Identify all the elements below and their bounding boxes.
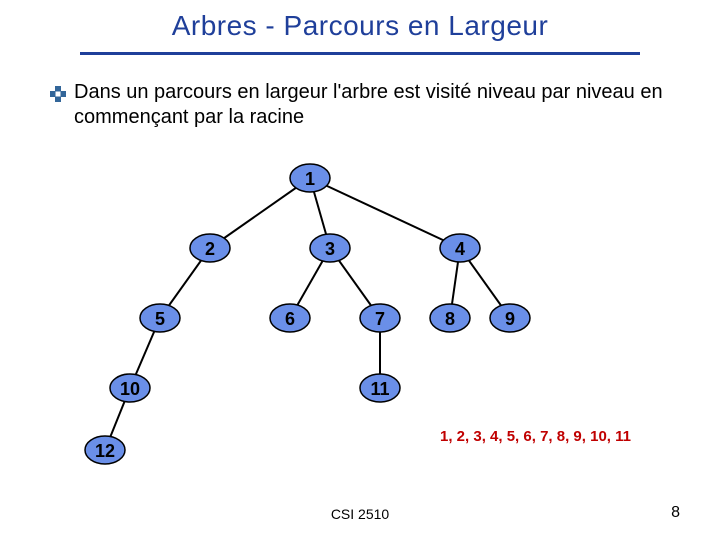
bullet-icon — [50, 86, 66, 102]
traversal-sequence: 1, 2, 3, 4, 5, 6, 7, 8, 9, 10, 11 — [440, 428, 631, 445]
bullet-row: Dans un parcours en largeur l'arbre est … — [50, 80, 670, 130]
tree-node-label: 4 — [455, 239, 465, 259]
tree-node-label: 3 — [325, 239, 335, 259]
tree-edge — [210, 178, 310, 248]
slide: Arbres - Parcours en Largeur Dans un par… — [0, 0, 720, 540]
tree-node-label: 12 — [95, 441, 115, 461]
tree-node-label: 2 — [205, 239, 215, 259]
tree-node-label: 1 — [305, 169, 315, 189]
slide-title: Arbres - Parcours en Largeur — [0, 10, 720, 42]
footer-course: CSI 2510 — [0, 506, 720, 522]
tree-node-label: 9 — [505, 309, 515, 329]
tree-node-label: 7 — [375, 309, 385, 329]
tree-node-label: 11 — [370, 379, 389, 399]
tree-diagram: 123456789101112 — [0, 150, 720, 470]
tree-node-label: 6 — [285, 309, 295, 329]
footer-pagenum: 8 — [671, 504, 680, 522]
tree-node-label: 10 — [120, 379, 140, 399]
tree-node-label: 8 — [445, 309, 455, 329]
bullet-text: Dans un parcours en largeur l'arbre est … — [74, 80, 670, 130]
title-underline — [80, 52, 640, 55]
tree-node-label: 5 — [155, 309, 165, 329]
